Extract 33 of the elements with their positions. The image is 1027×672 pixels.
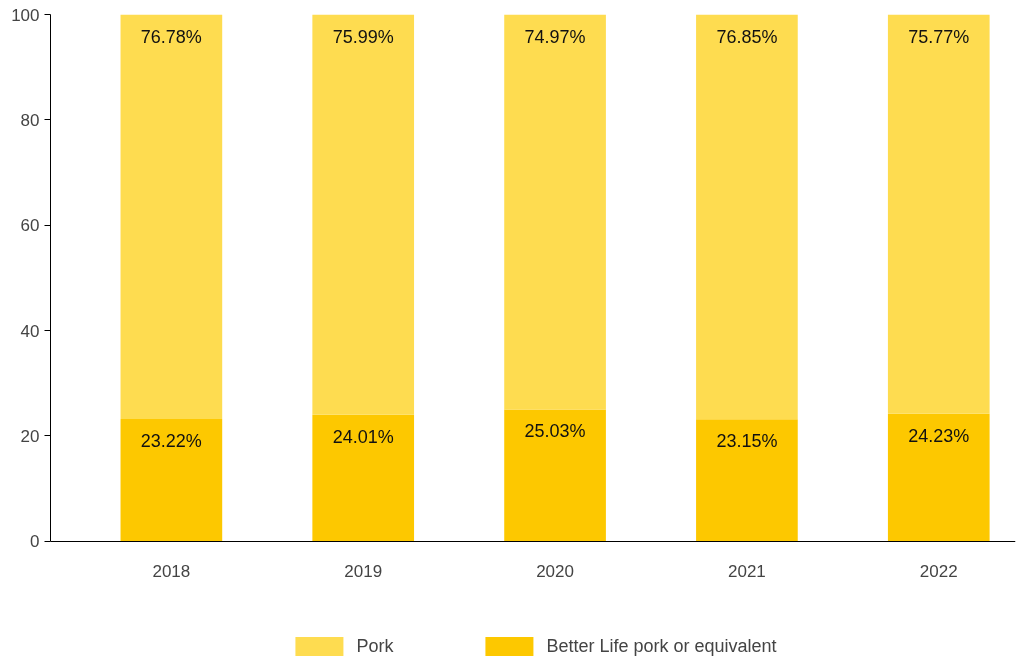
- data-label: 23.22%: [140, 431, 202, 451]
- bar: [504, 14, 606, 410]
- x-tick-label: 2018: [152, 562, 191, 582]
- bar: [120, 14, 223, 419]
- legend-label: Better Life pork or equivalent: [546, 635, 777, 657]
- bar: [312, 414, 415, 542]
- data-label: 23.15%: [716, 431, 778, 452]
- data-label: 74.97%: [524, 26, 586, 47]
- x-tick-label: 2020: [536, 562, 574, 582]
- data-label: 76.85%: [716, 26, 778, 47]
- y-tick-label: 0: [30, 532, 40, 552]
- bar: [887, 14, 990, 414]
- y-tick-label: 80: [20, 110, 40, 130]
- data-label: 76.78%: [140, 26, 202, 47]
- bar: [312, 14, 415, 415]
- legend-label: Pork: [356, 635, 394, 657]
- data-label: 24.01%: [332, 426, 394, 447]
- y-tick-label: 100: [11, 5, 40, 25]
- bar: [504, 409, 606, 542]
- bar: [887, 413, 990, 542]
- data-label: 24.23%: [908, 425, 970, 446]
- bar: [696, 419, 798, 542]
- y-tick-label: 20: [20, 426, 40, 446]
- x-tick-label: 2022: [919, 562, 958, 582]
- x-tick-label: 2019: [344, 562, 383, 582]
- data-label: 25.03%: [524, 421, 586, 442]
- data-label: 75.77%: [908, 26, 970, 47]
- x-tick-label: 2021: [728, 562, 766, 582]
- y-tick-label: 60: [20, 216, 40, 236]
- data-label: 75.99%: [332, 26, 394, 47]
- bar: [696, 14, 798, 420]
- bar: [120, 419, 223, 542]
- y-tick-label: 40: [20, 321, 40, 341]
